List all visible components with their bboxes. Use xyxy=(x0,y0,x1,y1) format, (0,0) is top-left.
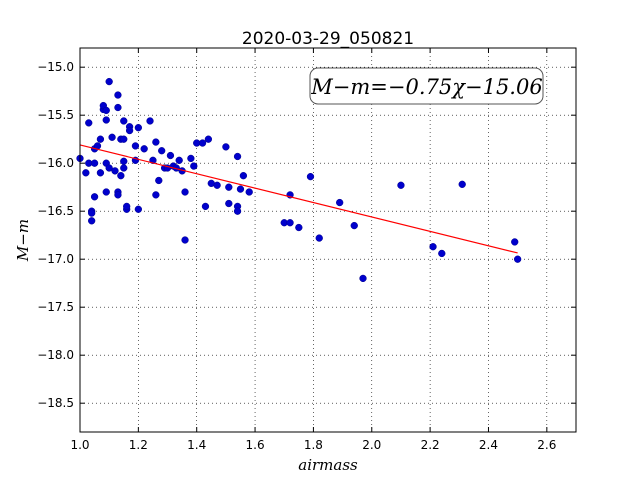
data-point xyxy=(181,188,189,196)
y-tick-label: −17.0 xyxy=(37,252,74,266)
data-point xyxy=(359,274,367,283)
data-point xyxy=(123,202,131,211)
data-point xyxy=(233,152,242,161)
data-point xyxy=(181,236,189,244)
x-tick-label: 2.2 xyxy=(421,438,440,452)
data-point xyxy=(125,126,134,135)
fit-equation: M−m=−0.75χ−15.06 xyxy=(310,75,542,99)
data-point xyxy=(213,181,221,189)
data-point xyxy=(201,202,210,211)
data-point xyxy=(239,172,248,180)
data-point xyxy=(134,205,143,213)
data-point xyxy=(120,157,128,165)
data-point xyxy=(458,180,466,188)
y-tick-label: −16.0 xyxy=(37,156,74,170)
data-point xyxy=(140,145,148,153)
data-point xyxy=(96,135,105,143)
data-point xyxy=(350,221,358,230)
data-point xyxy=(513,255,522,263)
data-point xyxy=(114,103,122,112)
scatter-points xyxy=(76,77,522,283)
data-point xyxy=(114,191,122,199)
data-point xyxy=(88,209,96,217)
y-tick-label: −16.5 xyxy=(37,204,74,218)
x-tick-label: 2.4 xyxy=(479,438,498,452)
y-tick-label: −15.5 xyxy=(37,108,74,122)
data-point xyxy=(146,117,154,125)
data-point xyxy=(286,219,294,227)
x-axis-label: airmass xyxy=(298,456,358,474)
grid xyxy=(79,48,576,432)
chart-title: 2020-03-29_050821 xyxy=(242,29,414,49)
data-point xyxy=(245,188,253,196)
data-point xyxy=(306,172,315,181)
data-point xyxy=(152,138,160,146)
y-axis-label: M−m xyxy=(14,219,32,262)
data-point xyxy=(85,119,93,127)
y-tick-label: −17.5 xyxy=(37,300,74,314)
data-point xyxy=(236,185,245,193)
data-point xyxy=(120,164,128,172)
data-point xyxy=(225,183,233,191)
data-point xyxy=(233,207,242,215)
x-tick-label: 1.4 xyxy=(187,438,206,452)
data-point xyxy=(397,181,405,189)
y-tick-label: −18.5 xyxy=(37,396,74,410)
data-point xyxy=(204,135,213,143)
data-point xyxy=(131,142,140,150)
data-point xyxy=(102,188,110,196)
data-point xyxy=(105,77,113,86)
data-point xyxy=(114,91,122,99)
x-tick-label: 1.2 xyxy=(129,438,148,452)
x-tick-label: 2.6 xyxy=(537,438,556,452)
data-point xyxy=(117,172,125,180)
x-tick-label: 1.6 xyxy=(246,438,265,452)
plot-frame xyxy=(79,47,577,433)
data-point xyxy=(102,106,110,115)
data-point xyxy=(295,223,303,232)
data-point xyxy=(111,167,119,175)
data-point xyxy=(152,191,160,199)
data-point xyxy=(187,154,195,163)
data-point xyxy=(166,151,175,160)
data-point xyxy=(315,234,323,242)
data-point xyxy=(190,162,198,170)
axis-ticks: 1.0 1.2 1.4 1.6 1.8 2.0 2.2 2.4 2.6 −15.0 −15.5 −16… xyxy=(37,48,576,452)
data-point xyxy=(438,249,446,258)
data-point xyxy=(175,156,183,164)
x-tick-label: 1.8 xyxy=(304,438,323,452)
data-point xyxy=(429,243,437,251)
data-point xyxy=(225,199,233,208)
data-point xyxy=(90,193,99,201)
data-point xyxy=(134,124,143,132)
data-point xyxy=(120,117,128,125)
data-point xyxy=(108,133,116,141)
x-tick-label: 1.0 xyxy=(70,438,89,452)
fit-line xyxy=(79,144,518,254)
data-point xyxy=(155,176,163,185)
data-point xyxy=(102,116,110,124)
data-point xyxy=(88,217,96,225)
data-point xyxy=(511,238,519,246)
data-point xyxy=(222,143,230,151)
data-point xyxy=(105,164,113,172)
data-point xyxy=(158,147,166,155)
data-point xyxy=(90,159,99,167)
data-point xyxy=(120,135,128,143)
x-tick-label: 2.0 xyxy=(362,438,381,452)
y-tick-label: −15.0 xyxy=(37,60,74,74)
y-tick-label: −18.0 xyxy=(37,348,74,362)
data-point xyxy=(336,198,344,207)
annotation-box: M−m=−0.75χ−15.06 xyxy=(309,67,544,105)
data-point xyxy=(82,169,90,177)
data-point xyxy=(96,169,105,177)
data-point xyxy=(198,139,207,147)
